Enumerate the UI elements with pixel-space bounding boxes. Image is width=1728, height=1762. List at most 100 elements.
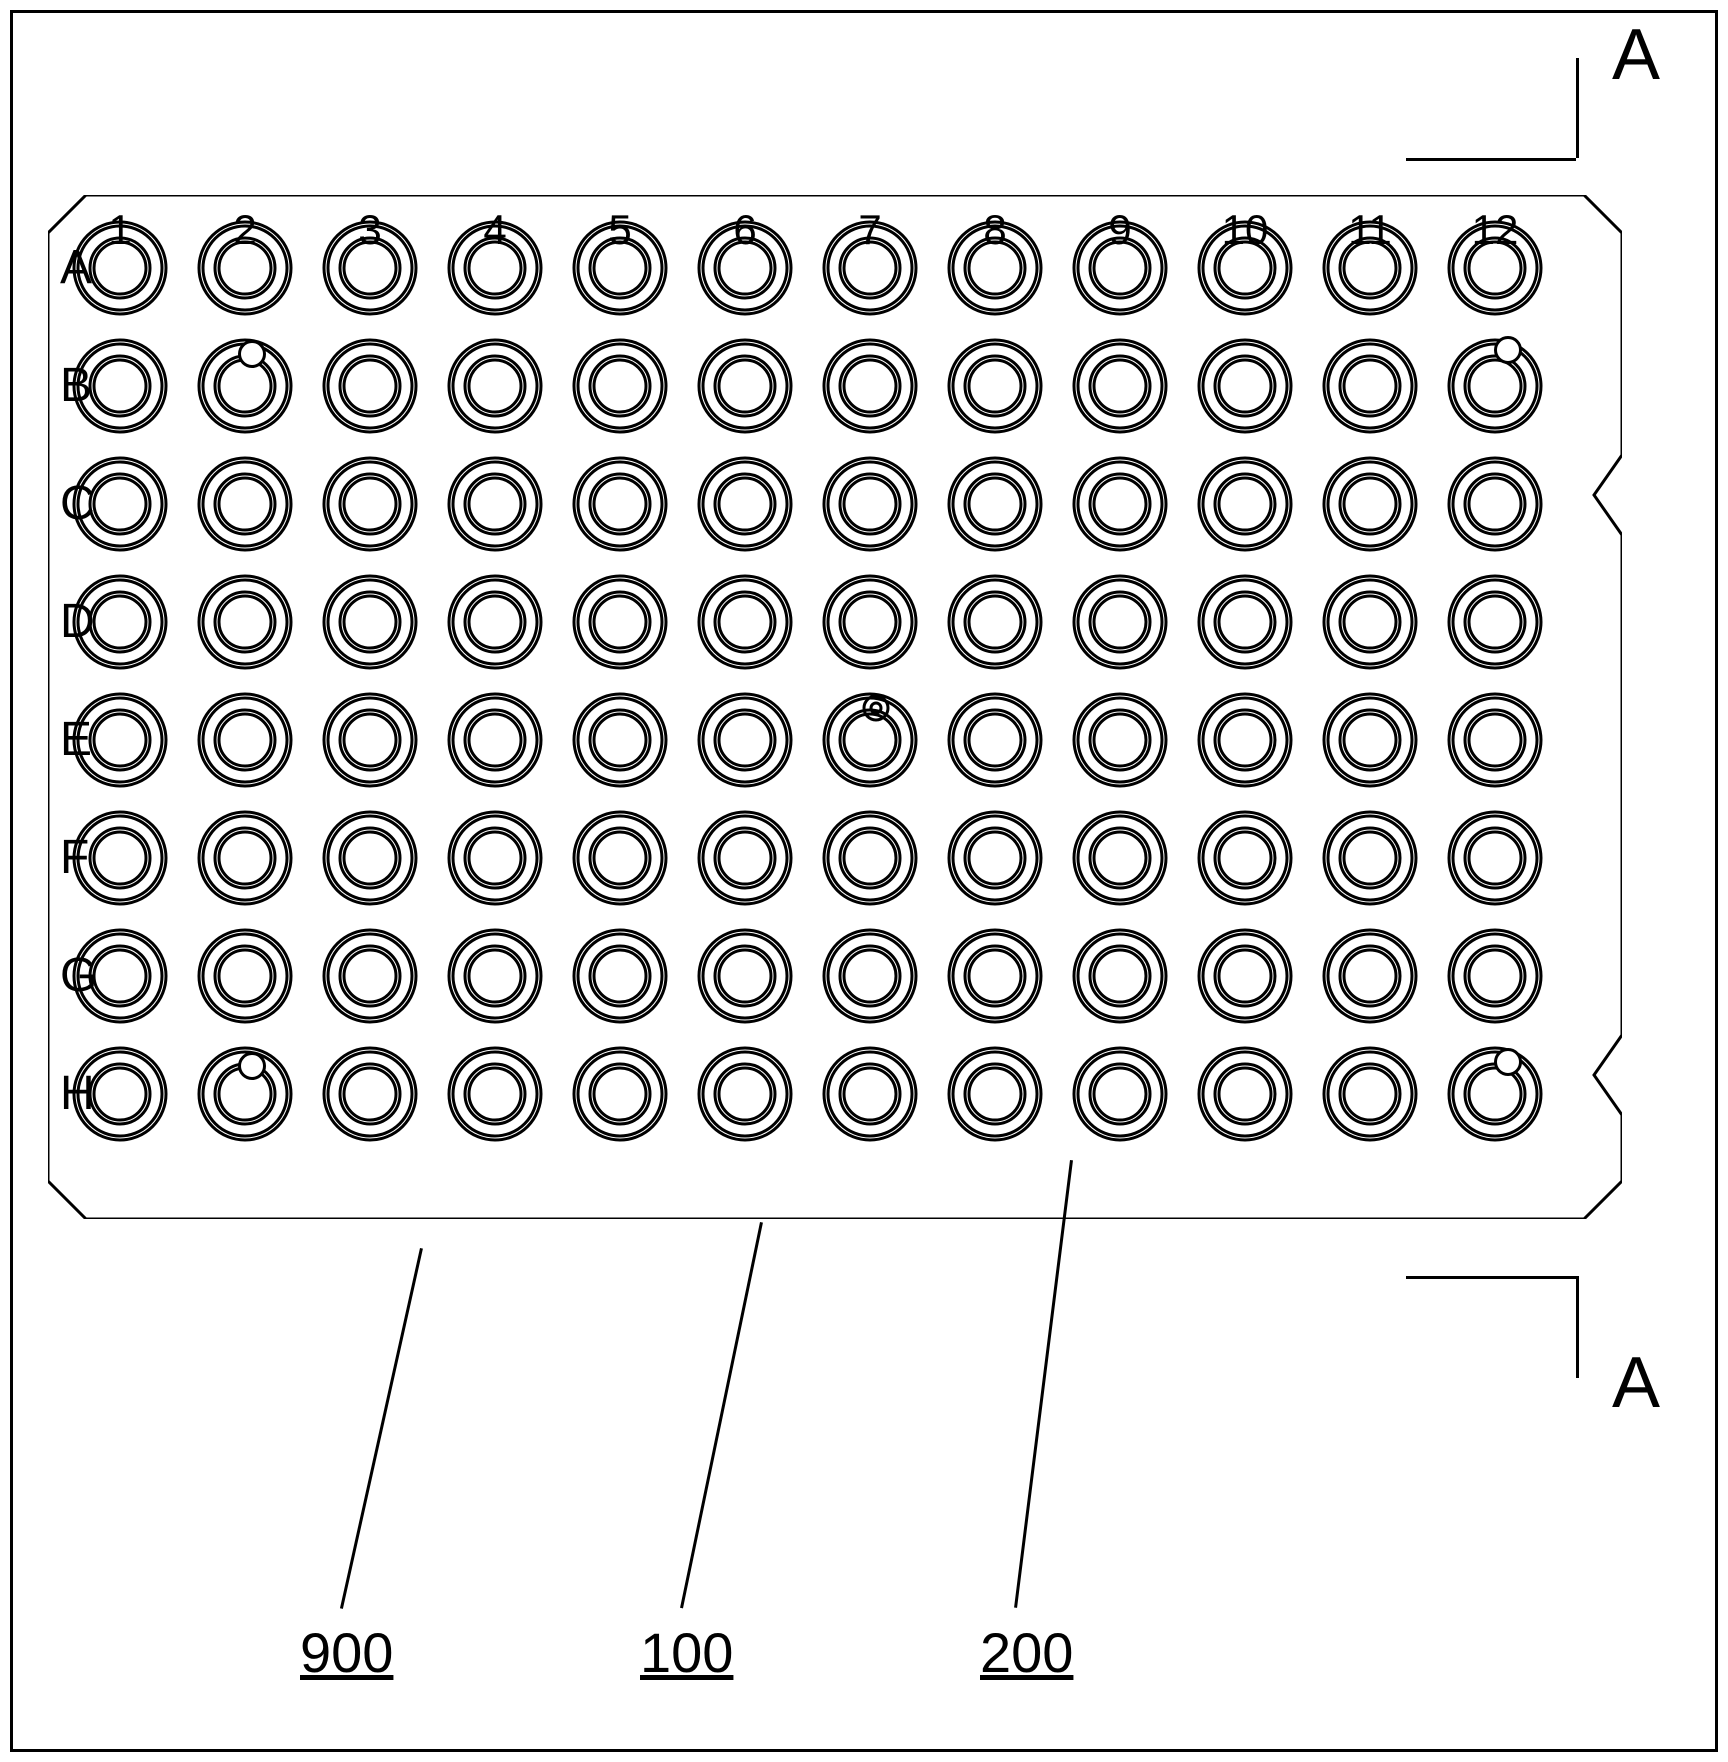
col-label-3: 3	[340, 206, 400, 254]
section-line-top-v	[1576, 58, 1579, 158]
section-label-top: A	[1612, 14, 1660, 96]
well-E5	[570, 690, 670, 790]
well-H9	[1070, 1044, 1170, 1144]
alignment-pin-3	[1494, 1048, 1522, 1076]
row-label-E: E	[60, 712, 92, 767]
row-label-B: B	[60, 358, 92, 413]
well-F11	[1320, 808, 1420, 908]
well-G5	[570, 926, 670, 1026]
well-D9	[1070, 572, 1170, 672]
alignment-pin-2	[238, 1052, 266, 1080]
well-E11	[1320, 690, 1420, 790]
well-F4	[445, 808, 545, 908]
section-line-top-h	[1406, 158, 1576, 161]
alignment-pin-0	[238, 340, 266, 368]
row-label-C: C	[60, 476, 95, 531]
well-E8	[945, 690, 1045, 790]
well-E10	[1195, 690, 1295, 790]
well-G11	[1320, 926, 1420, 1026]
well-G9	[1070, 926, 1170, 1026]
well-H7	[820, 1044, 920, 1144]
well-C4	[445, 454, 545, 554]
well-C8	[945, 454, 1045, 554]
well-H3	[320, 1044, 420, 1144]
well-H8	[945, 1044, 1045, 1144]
well-B3	[320, 336, 420, 436]
well-B6	[695, 336, 795, 436]
col-label-1: 1	[90, 206, 150, 254]
well-B4	[445, 336, 545, 436]
well-C11	[1320, 454, 1420, 554]
well-G7	[820, 926, 920, 1026]
well-F3	[320, 808, 420, 908]
well-H5	[570, 1044, 670, 1144]
col-label-11: 11	[1340, 206, 1400, 254]
col-label-6: 6	[715, 206, 775, 254]
well-H11	[1320, 1044, 1420, 1144]
section-line-bot-h	[1406, 1276, 1576, 1279]
well-D4	[445, 572, 545, 672]
well-D5	[570, 572, 670, 672]
alignment-pin-1	[1494, 336, 1522, 364]
row-label-H: H	[60, 1066, 95, 1121]
well-E12	[1445, 690, 1545, 790]
well-G3	[320, 926, 420, 1026]
well-C10	[1195, 454, 1295, 554]
well-G10	[1195, 926, 1295, 1026]
col-label-9: 9	[1090, 206, 1150, 254]
well-B10	[1195, 336, 1295, 436]
well-D11	[1320, 572, 1420, 672]
col-label-4: 4	[465, 206, 525, 254]
section-label-bot: A	[1612, 1342, 1660, 1424]
row-label-D: D	[60, 594, 95, 649]
well-C9	[1070, 454, 1170, 554]
center-pin	[860, 692, 892, 724]
well-E4	[445, 690, 545, 790]
col-label-5: 5	[590, 206, 650, 254]
col-label-10: 10	[1215, 206, 1275, 254]
diagram-canvas: A A 123456789101112ABCDEFGH900100200	[0, 0, 1728, 1762]
well-B7	[820, 336, 920, 436]
well-G8	[945, 926, 1045, 1026]
well-E9	[1070, 690, 1170, 790]
well-C7	[820, 454, 920, 554]
callout-number-100: 100	[640, 1620, 733, 1685]
well-F12	[1445, 808, 1545, 908]
well-F6	[695, 808, 795, 908]
row-label-G: G	[60, 948, 97, 1003]
well-D12	[1445, 572, 1545, 672]
row-label-A: A	[60, 240, 92, 295]
well-B9	[1070, 336, 1170, 436]
well-F7	[820, 808, 920, 908]
well-D3	[320, 572, 420, 672]
well-C12	[1445, 454, 1545, 554]
well-C6	[695, 454, 795, 554]
well-G4	[445, 926, 545, 1026]
well-F5	[570, 808, 670, 908]
well-D2	[195, 572, 295, 672]
col-label-7: 7	[840, 206, 900, 254]
well-F8	[945, 808, 1045, 908]
well-F2	[195, 808, 295, 908]
well-G6	[695, 926, 795, 1026]
well-E3	[320, 690, 420, 790]
well-D6	[695, 572, 795, 672]
callout-number-900: 900	[300, 1620, 393, 1685]
well-C3	[320, 454, 420, 554]
well-B8	[945, 336, 1045, 436]
well-D8	[945, 572, 1045, 672]
well-D7	[820, 572, 920, 672]
col-label-8: 8	[965, 206, 1025, 254]
well-H10	[1195, 1044, 1295, 1144]
well-C5	[570, 454, 670, 554]
well-B5	[570, 336, 670, 436]
well-G2	[195, 926, 295, 1026]
well-H4	[445, 1044, 545, 1144]
well-G12	[1445, 926, 1545, 1026]
well-F9	[1070, 808, 1170, 908]
well-C2	[195, 454, 295, 554]
callout-number-200: 200	[980, 1620, 1073, 1685]
well-B11	[1320, 336, 1420, 436]
col-label-2: 2	[215, 206, 275, 254]
well-E6	[695, 690, 795, 790]
